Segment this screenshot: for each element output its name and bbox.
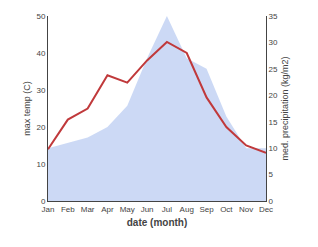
svg-text:40: 40 [36,49,45,58]
svg-text:20: 20 [36,123,45,132]
svg-text:Jul: Jul [162,205,172,214]
svg-text:Feb: Feb [61,205,75,214]
svg-text:May: May [120,205,135,214]
svg-text:25: 25 [269,65,278,74]
svg-text:Jun: Jun [141,205,154,214]
svg-text:Oct: Oct [220,205,233,214]
svg-text:Dec: Dec [259,205,273,214]
svg-text:med. precipitation (kg/m2): med. precipitation (kg/m2) [280,56,290,160]
svg-text:30: 30 [269,38,278,47]
svg-text:0: 0 [41,197,46,206]
svg-text:Jan: Jan [42,205,55,214]
svg-text:Apr: Apr [101,205,114,214]
svg-text:20: 20 [269,91,278,100]
svg-text:Aug: Aug [180,205,194,214]
svg-text:Sep: Sep [199,205,214,214]
svg-text:15: 15 [269,118,278,127]
svg-text:30: 30 [36,86,45,95]
svg-text:10: 10 [36,160,45,169]
svg-text:5: 5 [269,170,274,179]
svg-text:50: 50 [36,12,45,21]
svg-text:35: 35 [269,12,278,21]
svg-text:max temp (C): max temp (C) [22,81,32,136]
svg-text:Mar: Mar [81,205,95,214]
svg-text:date (month): date (month) [127,217,188,228]
svg-text:Nov: Nov [239,205,253,214]
svg-text:10: 10 [269,144,278,153]
svg-text:0: 0 [269,197,274,206]
